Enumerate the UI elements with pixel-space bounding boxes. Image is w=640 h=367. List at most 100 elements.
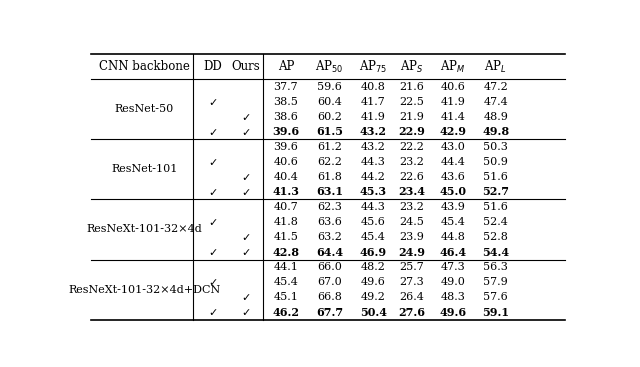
Text: 67.7: 67.7 — [316, 306, 343, 317]
Text: 39.6: 39.6 — [272, 126, 300, 137]
Text: Ours: Ours — [232, 60, 260, 73]
Text: 24.9: 24.9 — [398, 247, 425, 258]
Text: 61.8: 61.8 — [317, 172, 342, 182]
Text: 51.6: 51.6 — [483, 202, 508, 212]
Text: 49.8: 49.8 — [482, 126, 509, 137]
Text: 45.4: 45.4 — [440, 217, 465, 227]
Text: 45.0: 45.0 — [440, 186, 467, 197]
Text: $\checkmark$: $\checkmark$ — [208, 247, 218, 257]
Text: 52.4: 52.4 — [483, 217, 508, 227]
Text: 63.6: 63.6 — [317, 217, 342, 227]
Text: CNN backbone: CNN backbone — [99, 60, 190, 73]
Text: AP$_{S}$: AP$_{S}$ — [399, 59, 423, 75]
Text: ResNet-101: ResNet-101 — [111, 164, 178, 174]
Text: 45.4: 45.4 — [273, 277, 298, 287]
Text: 41.3: 41.3 — [273, 186, 300, 197]
Text: 44.4: 44.4 — [440, 157, 465, 167]
Text: $\checkmark$: $\checkmark$ — [241, 112, 251, 122]
Text: 22.6: 22.6 — [399, 172, 424, 182]
Text: 37.7: 37.7 — [273, 82, 298, 92]
Text: $\checkmark$: $\checkmark$ — [241, 232, 251, 242]
Text: 39.6: 39.6 — [273, 142, 298, 152]
Text: $\checkmark$: $\checkmark$ — [208, 157, 218, 167]
Text: 43.2: 43.2 — [360, 126, 387, 137]
Text: 22.9: 22.9 — [398, 126, 425, 137]
Text: $\checkmark$: $\checkmark$ — [241, 187, 251, 197]
Text: 54.4: 54.4 — [482, 247, 509, 258]
Text: 27.6: 27.6 — [398, 306, 425, 317]
Text: 63.1: 63.1 — [316, 186, 343, 197]
Text: $\checkmark$: $\checkmark$ — [241, 307, 251, 317]
Text: 26.4: 26.4 — [399, 292, 424, 302]
Text: 45.1: 45.1 — [273, 292, 298, 302]
Text: 25.7: 25.7 — [399, 262, 424, 272]
Text: $\checkmark$: $\checkmark$ — [208, 97, 218, 107]
Text: AP$_{75}$: AP$_{75}$ — [359, 59, 387, 75]
Text: 49.6: 49.6 — [440, 306, 467, 317]
Text: $\checkmark$: $\checkmark$ — [241, 127, 251, 137]
Text: 41.9: 41.9 — [440, 97, 465, 107]
Text: 49.0: 49.0 — [440, 277, 465, 287]
Text: 41.4: 41.4 — [440, 112, 465, 122]
Text: $\checkmark$: $\checkmark$ — [241, 247, 251, 257]
Text: 41.9: 41.9 — [361, 112, 385, 122]
Text: $\checkmark$: $\checkmark$ — [241, 172, 251, 182]
Text: 51.6: 51.6 — [483, 172, 508, 182]
Text: 46.4: 46.4 — [440, 247, 467, 258]
Text: 47.2: 47.2 — [483, 82, 508, 92]
Text: 40.4: 40.4 — [273, 172, 298, 182]
Text: ResNet-50: ResNet-50 — [115, 104, 174, 115]
Text: 24.5: 24.5 — [399, 217, 424, 227]
Text: ResNeXt-101-32×4d+DCN: ResNeXt-101-32×4d+DCN — [68, 284, 221, 295]
Text: 49.2: 49.2 — [361, 292, 385, 302]
Text: 44.8: 44.8 — [440, 232, 465, 242]
Text: 47.3: 47.3 — [440, 262, 465, 272]
Text: 21.6: 21.6 — [399, 82, 424, 92]
Text: 44.2: 44.2 — [361, 172, 385, 182]
Text: 40.6: 40.6 — [440, 82, 465, 92]
Text: 56.3: 56.3 — [483, 262, 508, 272]
Text: 21.9: 21.9 — [399, 112, 424, 122]
Text: 40.8: 40.8 — [361, 82, 385, 92]
Text: 42.8: 42.8 — [273, 247, 300, 258]
Text: 44.3: 44.3 — [361, 202, 385, 212]
Text: 67.0: 67.0 — [317, 277, 342, 287]
Text: 66.0: 66.0 — [317, 262, 342, 272]
Text: 59.6: 59.6 — [317, 82, 342, 92]
Text: 43.0: 43.0 — [440, 142, 465, 152]
Text: 63.2: 63.2 — [317, 232, 342, 242]
Text: 40.6: 40.6 — [273, 157, 298, 167]
Text: 57.6: 57.6 — [483, 292, 508, 302]
Text: 38.6: 38.6 — [273, 112, 298, 122]
Text: $\checkmark$: $\checkmark$ — [208, 307, 218, 317]
Text: DD: DD — [204, 60, 222, 73]
Text: 22.2: 22.2 — [399, 142, 424, 152]
Text: 61.5: 61.5 — [316, 126, 343, 137]
Text: 23.9: 23.9 — [399, 232, 424, 242]
Text: 43.2: 43.2 — [361, 142, 385, 152]
Text: 52.7: 52.7 — [482, 186, 509, 197]
Text: 62.2: 62.2 — [317, 157, 342, 167]
Text: $\checkmark$: $\checkmark$ — [208, 217, 218, 227]
Text: $\checkmark$: $\checkmark$ — [241, 292, 251, 302]
Text: 50.4: 50.4 — [360, 306, 387, 317]
Text: 41.5: 41.5 — [273, 232, 298, 242]
Text: 27.3: 27.3 — [399, 277, 424, 287]
Text: 48.3: 48.3 — [440, 292, 465, 302]
Text: 40.7: 40.7 — [273, 202, 298, 212]
Text: $\checkmark$: $\checkmark$ — [208, 127, 218, 137]
Text: AP$_{L}$: AP$_{L}$ — [484, 59, 507, 75]
Text: 57.9: 57.9 — [483, 277, 508, 287]
Text: 45.4: 45.4 — [361, 232, 385, 242]
Text: 23.4: 23.4 — [398, 186, 425, 197]
Text: 50.9: 50.9 — [483, 157, 508, 167]
Text: 60.2: 60.2 — [317, 112, 342, 122]
Text: 44.1: 44.1 — [273, 262, 298, 272]
Text: 64.4: 64.4 — [316, 247, 343, 258]
Text: ResNeXt-101-32×4d: ResNeXt-101-32×4d — [86, 225, 202, 235]
Text: 62.3: 62.3 — [317, 202, 342, 212]
Text: 61.2: 61.2 — [317, 142, 342, 152]
Text: 48.2: 48.2 — [361, 262, 385, 272]
Text: AP: AP — [278, 60, 294, 73]
Text: 46.9: 46.9 — [360, 247, 387, 258]
